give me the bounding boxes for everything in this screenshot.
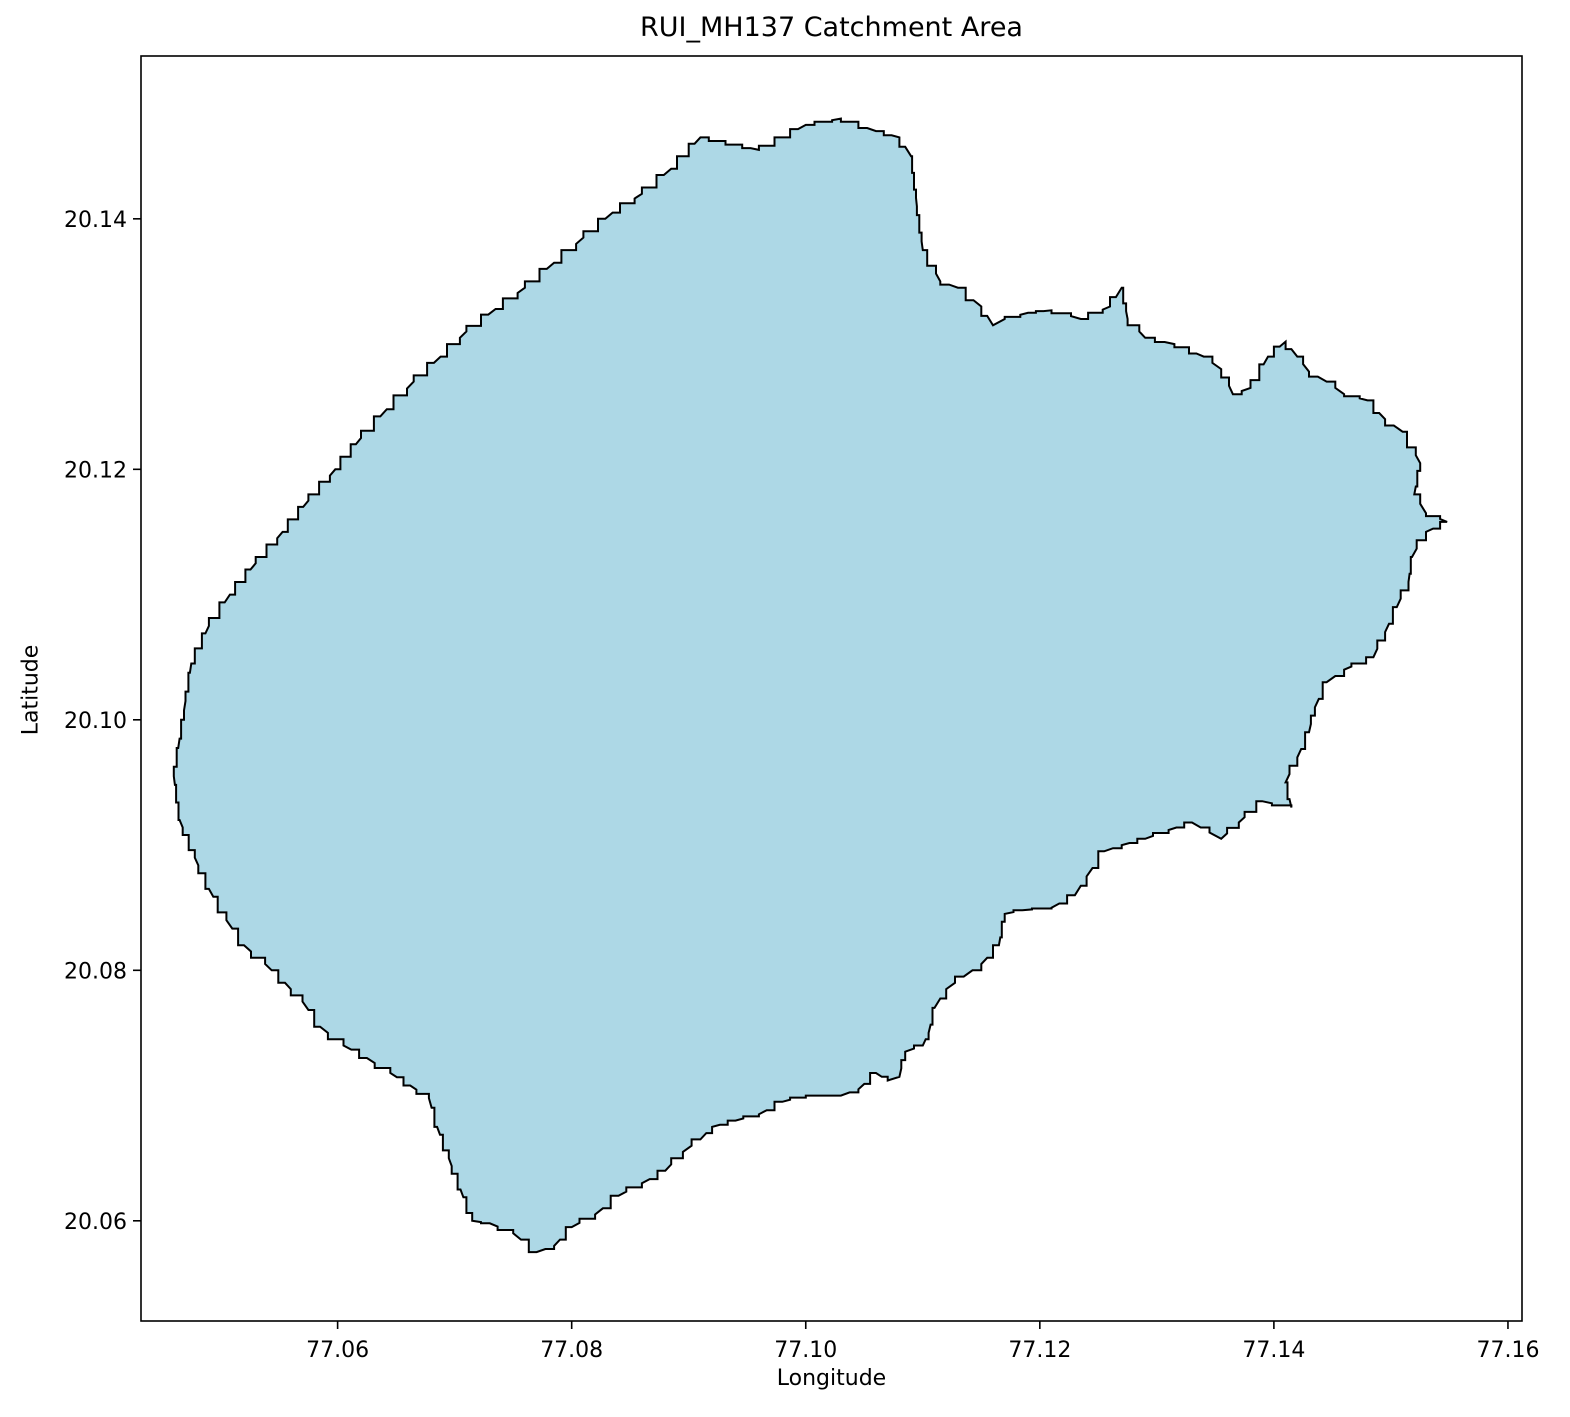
y-tick-label: 20.08 xyxy=(64,959,127,984)
x-tick-label: 77.10 xyxy=(774,1338,837,1363)
y-tick-label: 20.14 xyxy=(64,208,127,233)
x-tick-label: 77.12 xyxy=(1008,1338,1071,1363)
x-axis-ticks: 77.06 77.08 77.10 77.12 77.14 77.16 xyxy=(306,1321,1539,1363)
x-tick-label: 77.06 xyxy=(306,1338,369,1363)
x-tick-label: 77.16 xyxy=(1476,1338,1539,1363)
plot-frame xyxy=(140,55,1523,1322)
y-tick-label: 20.12 xyxy=(64,458,127,483)
chart-title: RUI_MH137 Catchment Area xyxy=(640,12,1023,43)
y-axis-ticks: 20.06 20.08 20.10 20.12 20.14 xyxy=(64,208,141,1235)
y-axis-label: Latitude xyxy=(18,644,44,736)
y-tick-label: 20.06 xyxy=(64,1210,127,1235)
x-tick-label: 77.08 xyxy=(540,1338,603,1363)
catchment-area-layer xyxy=(172,117,1448,1254)
x-tick-label: 77.14 xyxy=(1242,1338,1305,1363)
y-tick-label: 20.10 xyxy=(64,709,127,734)
catchment-polygon xyxy=(172,117,1448,1254)
x-axis-label: Longitude xyxy=(776,1366,887,1391)
